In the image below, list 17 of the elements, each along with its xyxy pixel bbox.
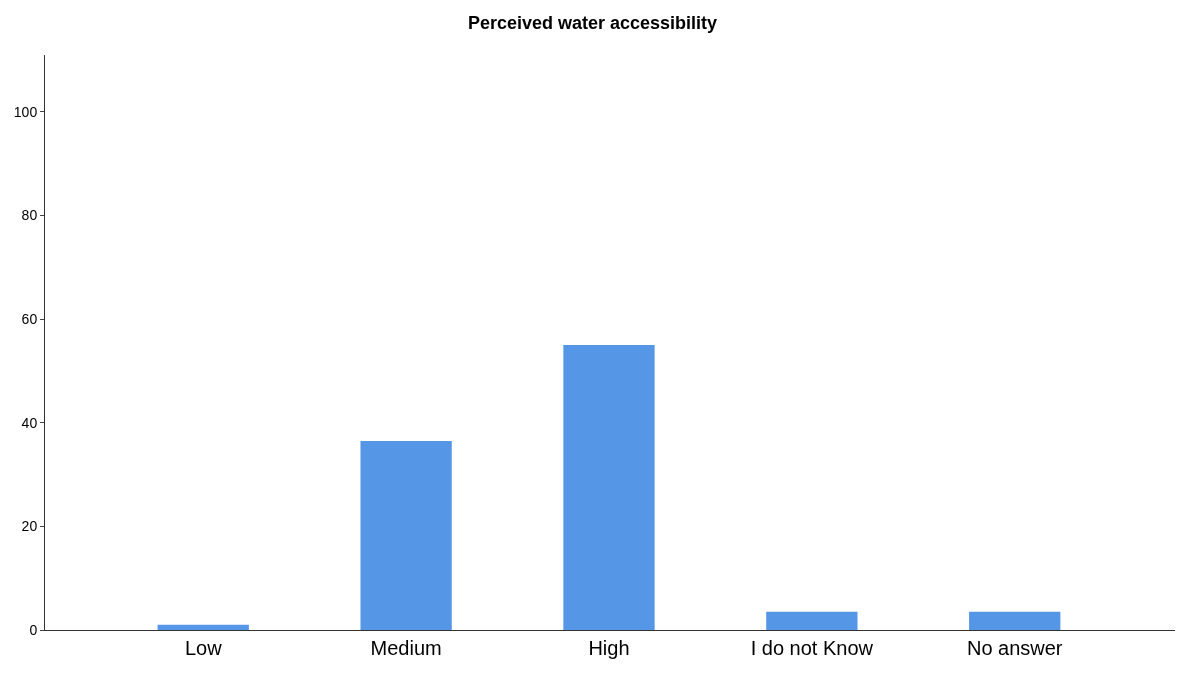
y-tick-label: 80 xyxy=(21,207,38,224)
y-tick-label: 100 xyxy=(13,103,38,120)
x-tick-label: Medium xyxy=(370,637,442,659)
y-tick-label: 60 xyxy=(21,311,38,328)
x-tick-label: No answer xyxy=(966,637,1063,659)
y-tick-label: 40 xyxy=(21,414,38,431)
bar xyxy=(969,611,1061,630)
x-tick-label: High xyxy=(588,637,630,659)
bar xyxy=(563,345,655,630)
y-tick-label: 20 xyxy=(21,518,38,535)
y-tick-label: 0 xyxy=(29,621,38,638)
chart-title: Perceived water accessibility xyxy=(467,13,718,34)
x-tick-label: Low xyxy=(184,637,223,659)
bar xyxy=(157,624,249,630)
bar xyxy=(766,611,858,630)
bar xyxy=(360,440,452,630)
x-tick-label: I do not Know xyxy=(750,637,874,659)
